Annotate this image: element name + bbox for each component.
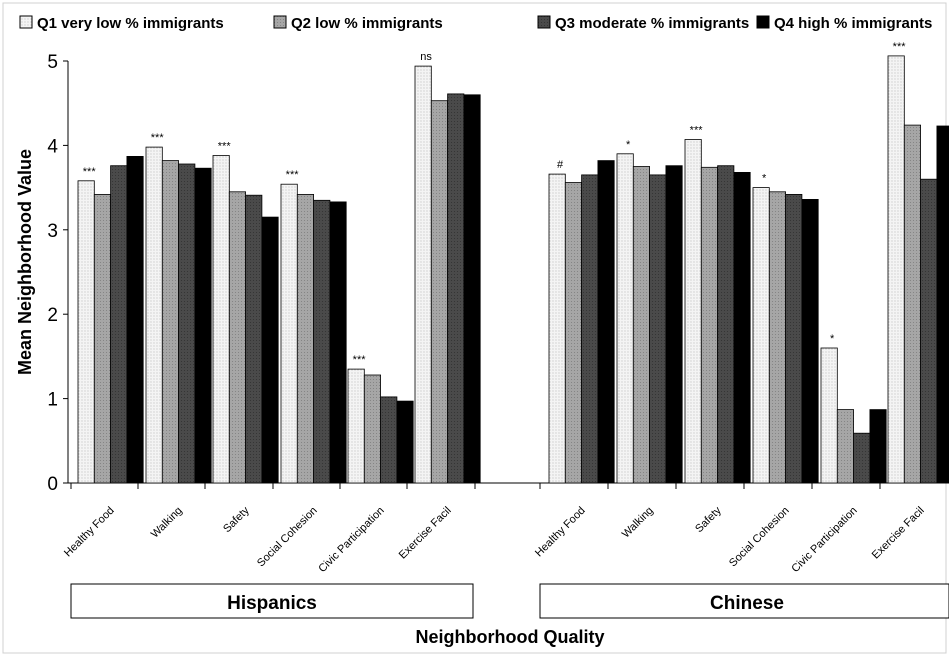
bar-hispanics-healthy-food-q3 (110, 165, 128, 484)
bar-hispanics-civic-participation-q3 (380, 396, 398, 484)
y-axis-title: Mean Neighborhood Value (15, 149, 35, 375)
bar-chinese-social-cohesion-q4 (801, 198, 819, 484)
bar-hispanics-healthy-food-q4 (126, 155, 144, 484)
bar-hispanics-social-cohesion-q2 (296, 193, 314, 484)
group-label-hispanics: Hispanics (227, 593, 317, 614)
bar-chinese-exercise-facil-q4 (936, 125, 949, 484)
bar-hispanics-civic-participation-q4 (396, 400, 414, 484)
significance-annotation: *** (151, 132, 165, 144)
bar-hispanics-safety-q1 (212, 155, 230, 484)
bar-chinese-exercise-facil-q3 (920, 178, 938, 484)
y-tick-label: 0 (47, 474, 58, 495)
bar-hispanics-exercise-facil-q1 (414, 65, 432, 484)
bar-hispanics-exercise-facil-q3 (447, 93, 465, 484)
bar-hispanics-safety-q2 (228, 191, 247, 484)
bar-chinese-healthy-food-q1 (548, 173, 566, 484)
bar-hispanics-safety-q3 (245, 194, 263, 484)
legend-swatch-q3 (537, 15, 551, 29)
legend-swatch-q2 (273, 15, 287, 29)
bar-chinese-walking-q1 (616, 153, 634, 484)
bar-hispanics-safety-q4 (261, 216, 279, 484)
bar-hispanics-civic-participation-q2 (363, 374, 381, 484)
group-label-chinese: Chinese (710, 593, 784, 614)
bar-hispanics-walking-q3 (178, 163, 196, 484)
bar-chinese-walking-q3 (649, 174, 667, 484)
bar-hispanics-social-cohesion-q3 (313, 199, 331, 484)
bar-hispanics-exercise-facil-q4 (463, 94, 481, 484)
legend: Q1 very low % immigrants Q2 low % immigra… (19, 15, 932, 32)
bar-chinese-safety-q3 (717, 165, 735, 484)
bar-chinese-social-cohesion-q2 (768, 191, 786, 484)
legend-label-q1: Q1 very low % immigrants (37, 15, 224, 32)
legend-swatch-q4 (756, 15, 770, 29)
legend-label-q3: Q3 moderate % immigrants (555, 15, 749, 32)
significance-annotation: *** (690, 125, 704, 137)
bar-chinese-exercise-facil-q1 (887, 55, 905, 484)
bar-chinese-healthy-food-q3 (581, 174, 599, 484)
bars: ***************ns#********* (77, 41, 949, 484)
bar-chinese-walking-q2 (632, 166, 650, 484)
bar-chinese-exercise-facil-q2 (903, 124, 921, 484)
significance-annotation: * (626, 139, 631, 151)
legend-label-q2: Q2 low % immigrants (291, 15, 443, 32)
y-tick-label: 3 (47, 221, 58, 242)
bar-hispanics-walking-q4 (194, 167, 212, 484)
bar-hispanics-walking-q2 (161, 160, 180, 484)
significance-annotation: * (762, 173, 767, 185)
bar-chinese-civic-participation-q3 (853, 432, 871, 484)
group-labels: Hispanics Chinese (70, 583, 949, 619)
significance-annotation: * (830, 333, 835, 345)
significance-annotation: ns (420, 51, 432, 63)
y-tick-label: 4 (47, 136, 58, 157)
y-tick-label: 1 (47, 390, 58, 411)
significance-annotation: *** (218, 141, 232, 153)
bar-hispanics-civic-participation-q1 (347, 368, 365, 484)
bar-chinese-healthy-food-q2 (564, 182, 582, 484)
bar-chinese-safety-q1 (684, 139, 702, 484)
legend-swatch-q1 (19, 15, 33, 29)
significance-annotation: *** (286, 169, 300, 181)
bar-chinese-social-cohesion-q1 (752, 187, 770, 484)
significance-annotation: *** (83, 166, 97, 178)
bar-chinese-walking-q4 (665, 165, 683, 484)
group-box-chinese (539, 583, 949, 619)
bar-hispanics-exercise-facil-q2 (430, 100, 448, 484)
significance-annotation: # (557, 159, 564, 171)
significance-annotation: *** (353, 354, 367, 366)
y-tick-label: 5 (47, 52, 58, 73)
legend-label-q4: Q4 high % immigrants (774, 15, 932, 32)
bar-chinese-civic-participation-q1 (820, 347, 838, 484)
bar-hispanics-healthy-food-q2 (93, 193, 112, 484)
bar-chinese-civic-participation-q4 (869, 409, 887, 484)
bar-chinese-safety-q2 (700, 166, 718, 484)
bar-chinese-safety-q4 (733, 171, 751, 484)
bar-hispanics-social-cohesion-q1 (280, 183, 298, 484)
bar-hispanics-walking-q1 (145, 146, 163, 484)
bar-chinese-civic-participation-q2 (836, 409, 854, 484)
bar-chinese-healthy-food-q4 (597, 160, 615, 484)
x-axis-title: Neighborhood Quality (416, 627, 605, 647)
y-tick-label: 2 (47, 305, 58, 326)
significance-annotation: *** (893, 41, 907, 53)
bar-chinese-social-cohesion-q3 (785, 193, 803, 484)
group-box-hispanics (70, 583, 474, 619)
bar-hispanics-social-cohesion-q4 (329, 201, 347, 484)
bar-hispanics-healthy-food-q1 (77, 180, 95, 484)
